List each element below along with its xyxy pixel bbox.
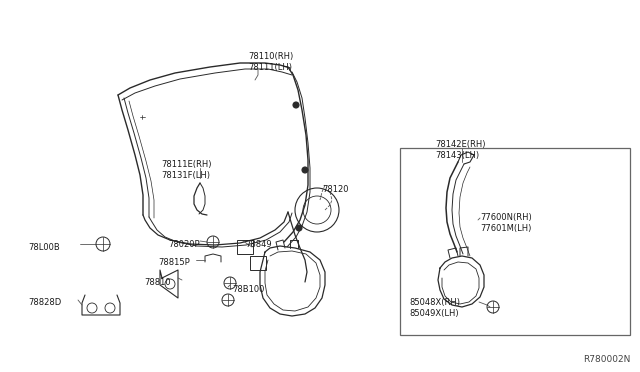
- Text: 78815P: 78815P: [158, 258, 189, 267]
- Text: 78120: 78120: [322, 185, 349, 194]
- Text: 78143(LH): 78143(LH): [435, 151, 479, 160]
- Text: 85049X(LH): 85049X(LH): [409, 309, 459, 318]
- Bar: [400, 148, 630, 335]
- Text: 78B100: 78B100: [232, 285, 264, 294]
- Text: 78810: 78810: [144, 278, 171, 287]
- Text: 77601M(LH): 77601M(LH): [480, 224, 531, 233]
- Text: 85048X(RH): 85048X(RH): [409, 298, 460, 307]
- Text: 78111E(RH): 78111E(RH): [161, 160, 211, 169]
- Text: 78131F(LH): 78131F(LH): [161, 171, 210, 180]
- Text: 77600N(RH): 77600N(RH): [480, 213, 532, 222]
- Text: 78142E(RH): 78142E(RH): [435, 140, 486, 149]
- Circle shape: [302, 167, 308, 173]
- Text: 78111(LH): 78111(LH): [248, 63, 292, 72]
- Circle shape: [293, 102, 299, 108]
- Text: 78828D: 78828D: [28, 298, 61, 307]
- Text: R780002N: R780002N: [582, 355, 630, 364]
- Text: 78L00B: 78L00B: [28, 243, 60, 252]
- Bar: [250, 256, 266, 270]
- Circle shape: [296, 225, 302, 231]
- Text: 78110(RH): 78110(RH): [248, 52, 293, 61]
- Bar: [237, 240, 253, 254]
- Text: 78020P: 78020P: [168, 240, 200, 249]
- Text: 78849: 78849: [245, 240, 271, 249]
